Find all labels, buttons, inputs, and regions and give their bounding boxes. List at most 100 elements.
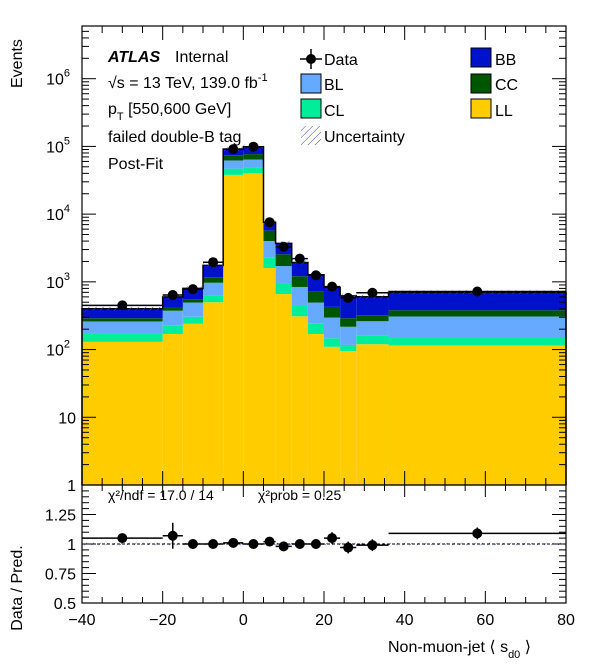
y-tick-exp: 6 xyxy=(64,68,70,80)
x-label-sub: d0 xyxy=(508,649,520,661)
bar-ll xyxy=(82,341,163,485)
x-tick-label: −20 xyxy=(149,612,176,629)
legend: Data BL CL Uncertainty BB CC LL xyxy=(300,47,518,146)
bar-cl xyxy=(275,283,292,295)
data-point xyxy=(343,292,354,303)
bar-cc xyxy=(203,277,224,283)
ratio-point xyxy=(187,539,198,549)
bar-cl xyxy=(182,316,203,324)
legend-cl: CL xyxy=(324,103,345,120)
bar-cc xyxy=(275,254,292,267)
energy-text: √s = 13 TeV, 139.0 fb xyxy=(108,75,258,92)
bar-bl xyxy=(340,326,357,345)
data-point xyxy=(327,281,338,292)
pt-range: [550,600 GeV] xyxy=(124,101,232,118)
pt-p: p xyxy=(108,101,117,118)
legend-cc-swatch xyxy=(470,73,492,94)
atlas-label: ATLAS xyxy=(107,49,160,66)
bar-ll xyxy=(340,351,357,485)
ratio-y-tick-label: 1.25 xyxy=(45,508,76,525)
legend-cc: CC xyxy=(495,77,518,94)
ratio-y-tick-label: 0.75 xyxy=(45,567,76,584)
x-tick-label: −40 xyxy=(68,612,95,629)
bar-cc xyxy=(388,310,566,317)
y-tick-exp: 3 xyxy=(64,271,70,283)
bar-ll xyxy=(307,333,324,485)
bar-cc xyxy=(291,276,308,287)
bar-cl xyxy=(243,167,264,174)
y-tick-base: 1 xyxy=(67,478,76,495)
bar-bl xyxy=(162,310,183,326)
y-tick-label: 106 xyxy=(46,68,70,89)
energy-label: √s = 13 TeV, 139.0 fb-1 xyxy=(108,72,268,92)
bar-ll xyxy=(291,316,308,485)
data-point xyxy=(264,217,275,228)
y-tick-exp: 2 xyxy=(64,339,70,351)
x-label-end: ⟩ xyxy=(520,639,531,656)
y-tick-label: 1 xyxy=(67,478,76,495)
ratio-points xyxy=(82,522,566,554)
data-point xyxy=(117,300,128,311)
bar-bl xyxy=(291,286,308,306)
y-tick-label: 105 xyxy=(46,135,70,156)
legend-ll-swatch xyxy=(470,98,492,119)
bar-ll xyxy=(223,174,244,485)
bar-cl xyxy=(324,338,341,347)
bar-bl xyxy=(356,321,389,336)
ratio-point xyxy=(228,537,239,548)
y-tick-label: 104 xyxy=(46,203,70,224)
bar-cc xyxy=(243,154,264,160)
y-tick-label: 10 xyxy=(58,410,76,427)
bar-cl xyxy=(203,295,224,303)
bar-bl xyxy=(82,321,163,334)
bar-cc xyxy=(307,291,324,303)
prob-label: χ²prob = 0.25 xyxy=(258,487,341,503)
bar-ll xyxy=(162,333,183,485)
bar-bb xyxy=(340,295,357,319)
y-tick-label: 103 xyxy=(46,271,70,292)
bar-bl xyxy=(324,317,341,339)
bar-cl xyxy=(340,344,357,352)
bar-cc xyxy=(340,318,357,327)
ratio-point xyxy=(343,542,354,553)
ratio-point xyxy=(208,539,219,549)
x-axis-label: Non-muon-jet ⟨ sd0 ⟩ xyxy=(388,639,531,661)
y-tick-label: 102 xyxy=(46,339,70,360)
data-point xyxy=(310,270,321,281)
ratio-y-label: Data / Pred. xyxy=(9,545,26,630)
bar-cl xyxy=(82,333,163,342)
legend-cl-swatch xyxy=(300,98,322,119)
bar-cc xyxy=(82,318,163,322)
ratio-point xyxy=(117,533,128,544)
bar-bb xyxy=(82,308,163,319)
bar-bl xyxy=(263,241,276,258)
bar-ll xyxy=(203,302,224,485)
bar-cc xyxy=(182,299,203,303)
bar-cl xyxy=(223,168,244,175)
bar-bb xyxy=(356,296,389,316)
ratio-axes: 0.5 0.75 1 1.25 −40 −20 0 20 40 60 80 xyxy=(45,484,575,629)
data-point xyxy=(228,144,239,155)
data-point xyxy=(187,284,198,295)
bar-cl xyxy=(356,335,389,345)
bar-ll xyxy=(275,294,292,485)
bar-ll xyxy=(182,323,203,485)
pt-sub: T xyxy=(117,111,124,123)
histogram-stack xyxy=(81,145,567,486)
main-y-label: Events xyxy=(9,39,26,88)
bar-ll xyxy=(243,173,264,486)
bar-bb xyxy=(307,274,324,292)
ratio-point xyxy=(248,539,259,549)
legend-ll: LL xyxy=(495,103,513,120)
y-tick-base: 10 xyxy=(46,275,64,292)
bar-bl xyxy=(243,159,264,168)
ratio-point xyxy=(367,540,378,551)
data-point xyxy=(472,286,483,297)
x-tick-label: 20 xyxy=(315,612,333,629)
bar-bb xyxy=(324,287,341,307)
ratio-point xyxy=(167,530,178,541)
legend-bb-swatch xyxy=(470,47,492,68)
y-tick-base: 10 xyxy=(46,72,64,89)
ratio-point xyxy=(327,533,338,544)
